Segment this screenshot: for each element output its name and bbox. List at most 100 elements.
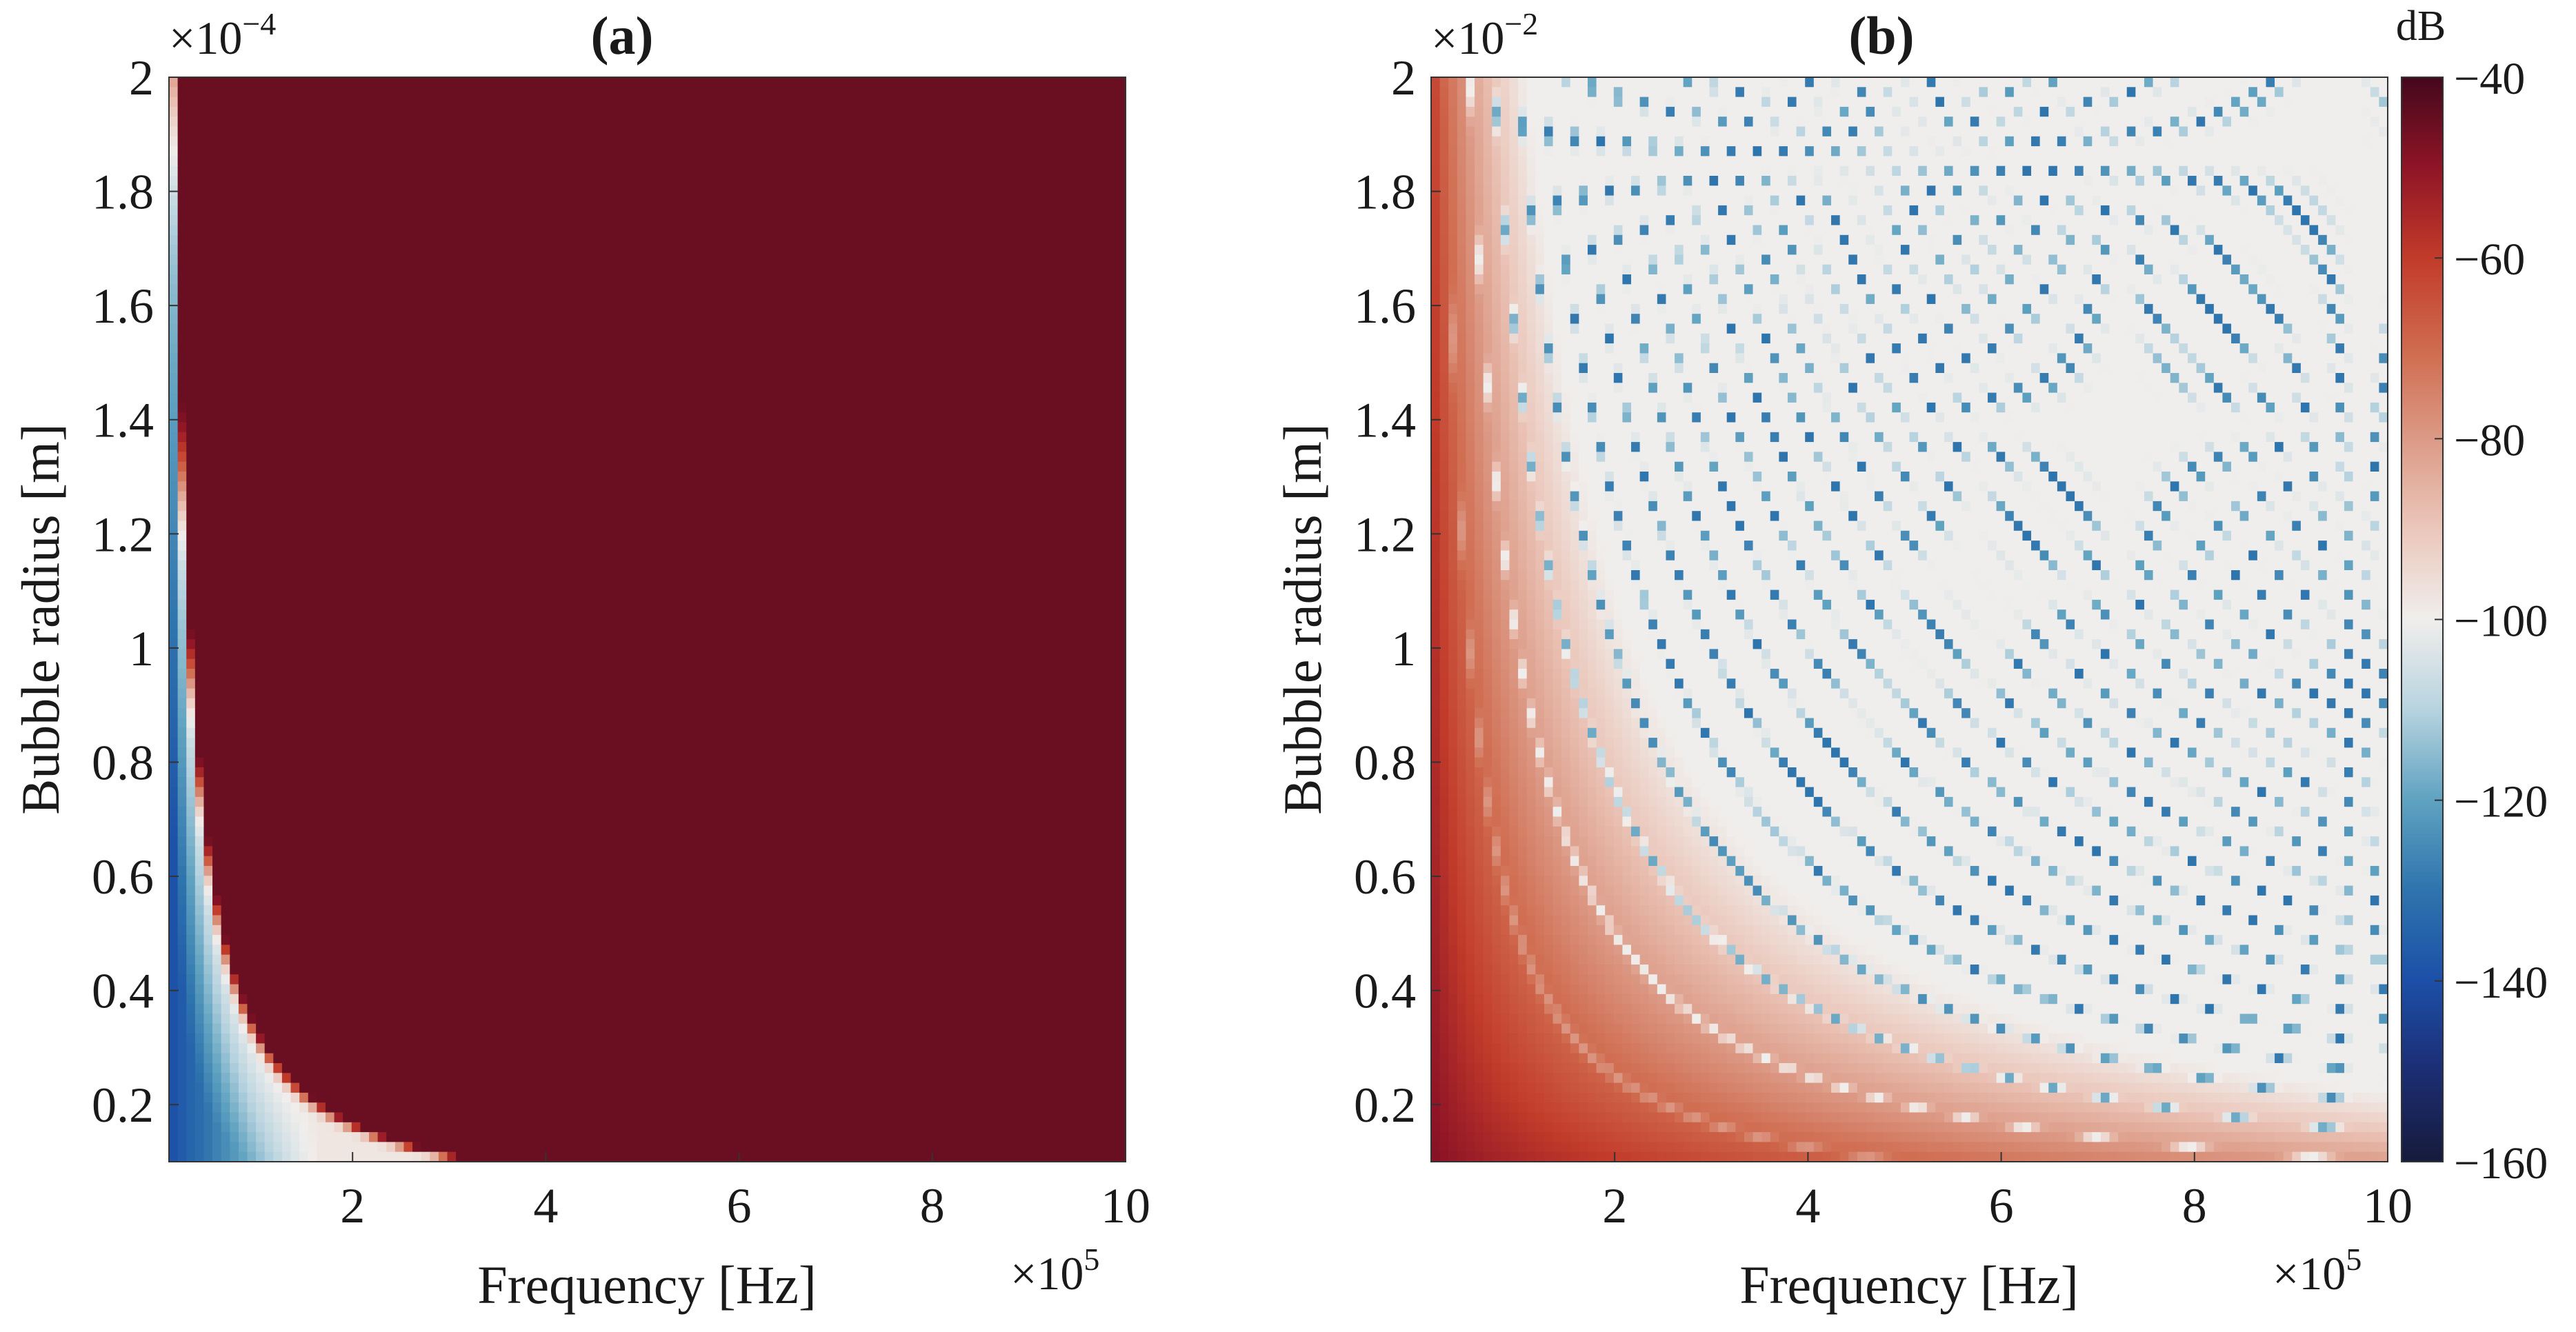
heatmap-a-cell xyxy=(430,245,439,256)
heatmap-a-cell xyxy=(325,481,335,492)
heatmap-a-cell xyxy=(560,461,570,472)
heatmap-a-cell xyxy=(760,363,770,374)
heatmap-a-cell xyxy=(821,87,831,98)
heatmap-a-cell xyxy=(812,383,822,394)
heatmap-a-cell xyxy=(351,77,361,88)
heatmap-a-cell xyxy=(438,117,448,128)
heatmap-a-cell xyxy=(377,176,388,187)
heatmap-a-cell xyxy=(586,254,596,265)
heatmap-a-cell xyxy=(221,491,231,502)
heatmap-a-cell xyxy=(1021,215,1031,226)
heatmap-a-cell xyxy=(717,392,726,403)
heatmap-a-cell xyxy=(638,373,648,384)
heatmap-a-cell xyxy=(838,87,848,98)
heatmap-a-cell xyxy=(760,353,770,364)
heatmap-a-cell xyxy=(1117,205,1126,216)
heatmap-a-cell xyxy=(951,77,961,88)
heatmap-a xyxy=(169,77,1126,1162)
heatmap-a-cell xyxy=(525,234,535,245)
heatmap-a-cell xyxy=(977,87,988,98)
heatmap-a-cell xyxy=(395,501,405,512)
heatmap-a-cell xyxy=(699,136,709,147)
heatmap-a-cell xyxy=(1073,323,1083,334)
heatmap-a-cell xyxy=(317,402,326,413)
heatmap-a-cell xyxy=(917,294,926,305)
heatmap-a-cell xyxy=(534,146,543,157)
heatmap-a-cell xyxy=(621,165,631,176)
heatmap-a-cell xyxy=(777,422,788,433)
heatmap-a-cell xyxy=(630,87,639,98)
heatmap-a-cell xyxy=(177,254,188,265)
heatmap-a-cell xyxy=(1038,303,1048,314)
heatmap-a-cell xyxy=(699,314,709,325)
heatmap-a-cell xyxy=(569,383,579,394)
heatmap-a-cell xyxy=(681,432,692,443)
heatmap-a-cell xyxy=(221,412,231,423)
heatmap-a-cell xyxy=(499,373,509,384)
heatmap-a-cell xyxy=(743,146,752,157)
heatmap-a-cell xyxy=(543,205,552,216)
heatmap-a-cell xyxy=(717,294,726,305)
heatmap-a-cell xyxy=(995,481,1005,492)
heatmap-a-cell xyxy=(681,146,692,157)
heatmap-a-cell xyxy=(873,106,883,117)
heatmap-a-cell xyxy=(881,383,892,394)
heatmap-a-cell xyxy=(1073,472,1083,483)
heatmap-a-cell xyxy=(560,136,570,147)
heatmap-a-cell xyxy=(656,314,666,325)
heatmap-a-cell xyxy=(1056,136,1066,147)
heatmap-a-cell xyxy=(743,126,752,137)
heatmap-a-cell xyxy=(325,442,335,453)
heatmap-a-cell xyxy=(603,323,613,334)
heatmap-a-cell xyxy=(873,491,883,502)
heatmap-a-cell xyxy=(247,521,257,532)
heatmap-a-cell xyxy=(1090,215,1100,226)
heatmap-a-cell xyxy=(543,521,552,532)
heatmap-a-cell xyxy=(230,432,239,443)
heatmap-a-cell xyxy=(577,156,588,167)
heatmap-a-cell xyxy=(325,156,335,167)
heatmap-a-cell xyxy=(647,373,657,384)
heatmap-a-cell xyxy=(690,373,700,384)
heatmap-a-cell xyxy=(490,126,500,137)
heatmap-a-cell xyxy=(621,215,631,226)
heatmap-a-cell xyxy=(881,422,892,433)
heatmap-a-cell xyxy=(1056,245,1066,256)
heatmap-a-cell xyxy=(281,176,292,187)
heatmap-a-cell xyxy=(1047,195,1057,206)
heatmap-a-cell xyxy=(1030,274,1039,285)
heatmap-a-cell xyxy=(673,333,683,344)
heatmap-a-cell xyxy=(299,333,309,344)
heatmap-a-cell xyxy=(273,383,283,394)
heatmap-a-cell xyxy=(969,274,979,285)
heatmap-a-cell xyxy=(881,402,892,413)
heatmap-a-cell xyxy=(890,245,900,256)
heatmap-a-cell xyxy=(238,363,248,374)
heatmap-a-cell xyxy=(925,333,935,344)
heatmap-a-cell xyxy=(447,117,457,128)
heatmap-a-cell xyxy=(1099,383,1109,394)
heatmap-a-cell xyxy=(238,491,248,502)
heatmap-a-cell xyxy=(481,126,492,137)
heatmap-a-cell xyxy=(630,185,639,196)
heatmap-a-cell xyxy=(1056,294,1066,305)
heatmap-a-cell xyxy=(803,77,813,88)
heatmap-a-cell xyxy=(699,205,709,216)
heatmap-a-cell xyxy=(273,432,283,443)
heatmap-a-cell xyxy=(560,353,570,364)
heatmap-a-cell xyxy=(864,185,875,196)
heatmap-a-cell xyxy=(534,205,543,216)
heatmap-a-cell xyxy=(734,392,743,403)
heatmap-a-cell xyxy=(264,333,274,344)
heatmap-a-cell xyxy=(638,274,648,285)
heatmap-a-cell xyxy=(1108,412,1118,423)
heatmap-a-cell xyxy=(395,264,405,275)
heatmap-a-cell xyxy=(343,126,352,137)
heatmap-a-cell xyxy=(1099,185,1109,196)
heatmap-a-cell xyxy=(508,323,518,334)
heatmap-a-cell xyxy=(664,402,675,413)
heatmap-a-cell xyxy=(169,491,179,502)
heatmap-a-cell xyxy=(995,234,1005,245)
heatmap-a-cell xyxy=(421,481,431,492)
heatmap-a-cell xyxy=(473,383,483,394)
